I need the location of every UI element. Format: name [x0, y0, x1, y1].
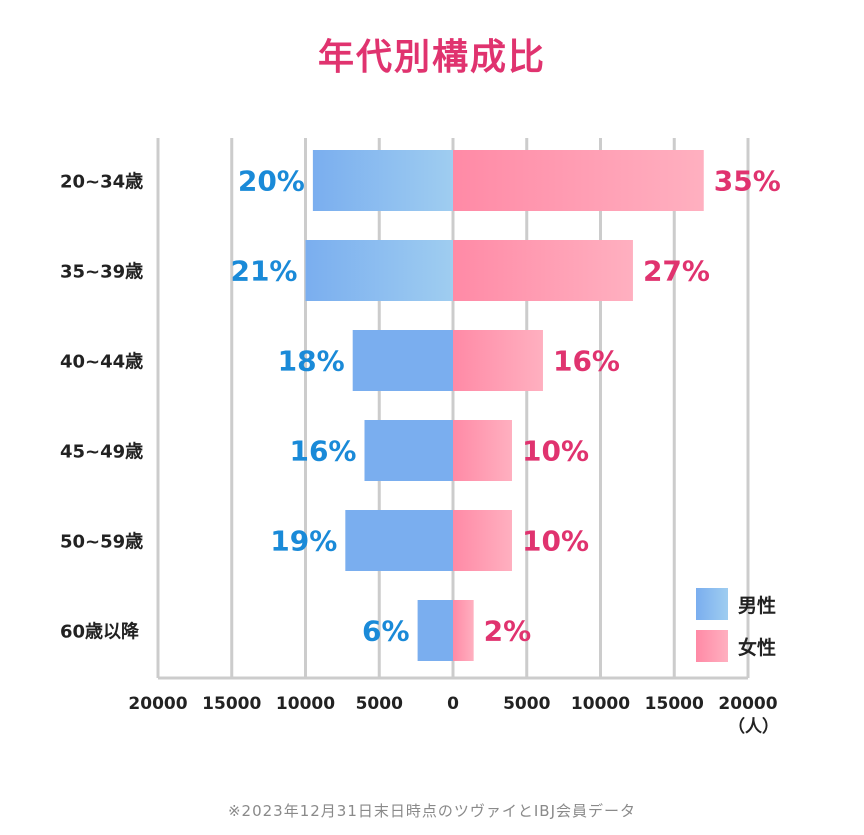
x-tick-label: 20000	[128, 694, 187, 714]
legend-item-male: 男性	[696, 588, 776, 620]
legend-label-female: 女性	[738, 636, 777, 659]
category-label: 50~59歳	[60, 532, 143, 553]
x-tick-label: 15000	[202, 694, 261, 714]
legend-item-female: 女性	[696, 630, 776, 662]
bar-female	[453, 420, 512, 481]
legend: 男性 女性	[696, 588, 776, 672]
data-label-female: 10%	[522, 525, 589, 558]
data-label-male: 19%	[270, 525, 337, 558]
footnote: ※2023年12月31日末日時点のツヴァイとIBJ会員データ	[227, 802, 637, 820]
bar-male	[312, 150, 453, 211]
data-label-male: 21%	[230, 255, 297, 288]
data-label-female: 27%	[643, 255, 710, 288]
bar-male	[352, 330, 453, 391]
data-label-male: 6%	[362, 615, 410, 648]
bar-female	[453, 330, 543, 391]
category-label: 60歳以降	[60, 621, 140, 643]
category-label: 45~49歳	[60, 442, 143, 463]
data-label-female: 16%	[553, 345, 620, 378]
data-label-male: 18%	[278, 345, 345, 378]
data-label-female: 2%	[484, 615, 532, 648]
x-tick-label: 10000	[276, 694, 335, 714]
bar-male	[345, 510, 453, 571]
legend-swatch-female	[696, 630, 728, 662]
grid-lines	[156, 138, 750, 680]
chart-title: 年代別構成比	[317, 37, 546, 78]
x-tick-label: 20000	[718, 694, 777, 714]
category-label: 20~34歳	[60, 172, 143, 193]
bar-female	[453, 150, 704, 211]
bar-female	[453, 240, 633, 301]
x-tick-label: 5000	[503, 694, 550, 714]
data-label-female: 10%	[522, 435, 589, 468]
x-tick-label: 5000	[356, 694, 403, 714]
data-label-female: 35%	[714, 165, 781, 198]
bar-female	[453, 510, 512, 571]
x-tick-label: 15000	[645, 694, 704, 714]
bar-male	[305, 240, 453, 301]
bar-female	[453, 600, 474, 661]
legend-label-male: 男性	[738, 594, 777, 617]
bar-male	[417, 600, 453, 661]
data-label-male: 16%	[289, 435, 356, 468]
labels: 20000 15000 10000 5000 0 5000 10000 15000 20000 2…	[60, 165, 781, 715]
data-label-male: 20%	[238, 165, 305, 198]
x-tick-label: 0	[447, 694, 459, 714]
category-label: 40~44歳	[60, 352, 143, 373]
legend-swatch-male	[696, 588, 728, 620]
bars	[305, 150, 704, 661]
bar-male	[364, 420, 453, 481]
x-tick-label: 10000	[571, 694, 630, 714]
x-axis-unit: （人）	[728, 717, 779, 737]
category-label: 35~39歳	[60, 262, 143, 283]
